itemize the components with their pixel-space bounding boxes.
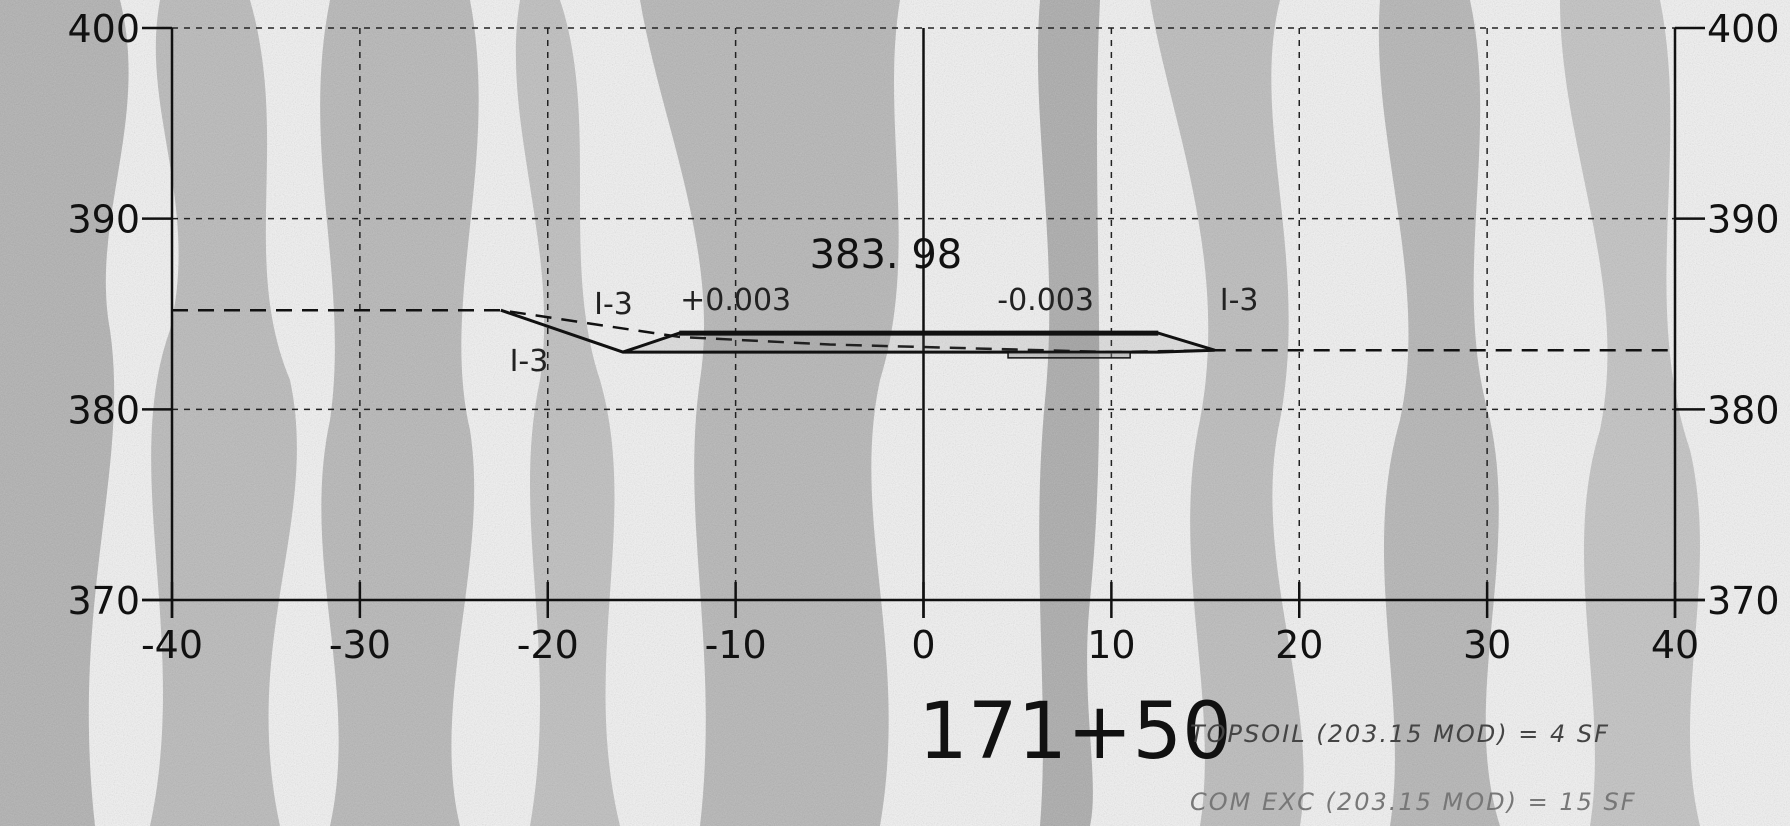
y-tick-label-right: 400: [1707, 7, 1780, 51]
common-excavation-quantity-note: COM EXC (203.15 MOD) = 15 SF: [1190, 788, 1637, 816]
y-tick-label-left: 400: [67, 7, 140, 51]
cross-slope-right-label: -0.003: [997, 283, 1094, 318]
y-tick-label-left: 390: [67, 198, 140, 242]
side-slope-right-label: I-3: [1220, 283, 1259, 318]
y-tick-label-left: 370: [67, 579, 140, 623]
x-tick-label: -40: [141, 623, 203, 667]
x-tick-label: 0: [911, 623, 935, 667]
y-tick-label-right: 380: [1707, 388, 1780, 432]
proposed-roadway-section: [500, 308, 1216, 354]
x-tick-label: 40: [1651, 623, 1699, 667]
x-tick-label: -30: [329, 623, 391, 667]
grid: [172, 27, 1675, 600]
y-axis-labels-left: 370 380 390 400: [67, 7, 140, 623]
side-slope-lower-left-label: I-3: [510, 344, 549, 379]
x-tick-label: -20: [517, 623, 579, 667]
x-axis-labels: -40 -30 -20 -10 0 10 20 30 40: [141, 623, 1699, 667]
x-tick-label: -10: [705, 623, 767, 667]
plot-frame: [142, 26, 1705, 618]
y-tick-label-right: 390: [1707, 198, 1780, 242]
x-tick-label: 10: [1087, 623, 1135, 667]
cross-slope-left-label: +0.003: [680, 283, 791, 318]
subbase-box: [1007, 351, 1131, 359]
x-tick-label: 20: [1275, 623, 1323, 667]
side-slope-upper-left-label: I-3: [594, 287, 633, 322]
station-label: 171+50: [918, 687, 1232, 777]
x-tick-label: 30: [1463, 623, 1511, 667]
y-tick-label-right: 370: [1707, 579, 1780, 623]
y-axis-labels-right: 370 380 390 400: [1707, 7, 1780, 623]
topsoil-quantity-note: TOPSOIL (203.15 MOD) = 4 SF: [1190, 720, 1610, 748]
elevation-label: 383. 98: [810, 232, 963, 278]
y-tick-label-left: 380: [67, 388, 140, 432]
